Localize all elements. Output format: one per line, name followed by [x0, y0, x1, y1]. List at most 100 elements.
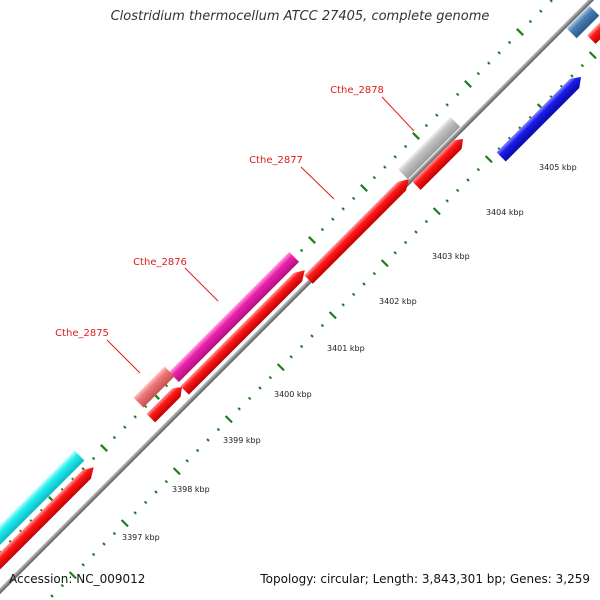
reverse-tick: [432, 207, 441, 216]
reverse-tick: [380, 259, 389, 268]
forward-tick: [464, 80, 472, 88]
feature-red-cthe-2877[interactable]: [304, 175, 413, 284]
gene-label-cthe-2875[interactable]: Cthe_2875: [55, 328, 109, 339]
reverse-tick: [424, 219, 429, 224]
forward-tick: [445, 103, 449, 107]
reverse-tick: [351, 292, 356, 297]
gene-label-cthe-2876[interactable]: Cthe_2876: [133, 257, 187, 268]
forward-tick: [81, 467, 85, 471]
forward-tick: [372, 175, 377, 180]
reverse-tick: [133, 511, 137, 515]
feature-cyan[interactable]: [0, 450, 85, 560]
feature-pink-cthe-2875[interactable]: [133, 366, 175, 408]
forward-tick: [455, 92, 460, 97]
forward-tick: [516, 28, 524, 36]
scale-labels: 3397 kbp 3398 kbp 3399 kbp 3400 kbp 3401…: [122, 163, 577, 542]
reverse-tick: [328, 311, 337, 320]
feature-red-bottom[interactable]: [0, 463, 98, 579]
reverse-tick: [237, 407, 241, 411]
forward-tick: [112, 435, 117, 440]
forward-tick: [91, 456, 96, 461]
tick-row-reverse: [50, 51, 597, 598]
genome-summary-text: Topology: circular; Length: 3,843,301 bp…: [260, 572, 590, 586]
reverse-tick: [68, 571, 77, 580]
forward-tick: [424, 123, 429, 128]
feature-steelblue[interactable]: [566, 5, 600, 39]
reverse-tick: [216, 427, 221, 432]
scale-label-3399: 3399 kbp: [223, 436, 261, 445]
reverse-tick: [50, 594, 54, 598]
reverse-tick: [403, 240, 408, 245]
reverse-tick: [341, 303, 345, 307]
feature-gray-cthe-2878[interactable]: [397, 116, 461, 180]
feature-magenta-cthe-2876[interactable]: [168, 251, 300, 383]
reverse-tick: [393, 251, 397, 255]
forward-tick: [100, 444, 108, 452]
reverse-tick: [289, 355, 293, 359]
feature-red-top[interactable]: [587, 19, 600, 44]
reverse-tick: [185, 459, 189, 463]
reverse-tick: [164, 479, 169, 484]
reverse-tick: [466, 178, 470, 182]
gene-label-cthe-2877[interactable]: Cthe_2877: [249, 155, 303, 166]
gene-labels: Cthe_2878 Cthe_2877 Cthe_2876 Cthe_2875: [55, 85, 384, 339]
reverse-tick: [247, 396, 252, 401]
forward-tick: [539, 9, 543, 13]
reverse-tick: [60, 583, 65, 588]
reverse-tick: [143, 500, 148, 505]
forward-tick: [360, 184, 368, 192]
reverse-tick: [102, 542, 106, 546]
scale-label-3404: 3404 kbp: [486, 208, 524, 217]
leader-cthe-2877: [300, 166, 335, 200]
reverse-tick: [120, 519, 129, 528]
feature-blue[interactable]: [496, 72, 586, 162]
forward-tick: [308, 236, 316, 244]
forward-tick: [549, 0, 553, 3]
gene-label-leaders: [106, 96, 415, 374]
reverse-tick: [81, 563, 85, 567]
scale-label-3398: 3398 kbp: [172, 485, 210, 494]
reverse-tick: [362, 282, 366, 286]
forward-tick: [393, 155, 397, 159]
forward-tick: [383, 165, 387, 169]
forward-tick: [412, 132, 420, 140]
forward-tick: [528, 19, 533, 24]
feature-red-cthe-2875[interactable]: [146, 383, 187, 423]
forward-tick: [487, 61, 491, 65]
leader-cthe-2876: [184, 267, 219, 302]
reverse-tick: [580, 63, 585, 68]
map-title: Clostridium thermocellum ATCC 27405, com…: [110, 9, 490, 24]
reverse-tick: [172, 467, 181, 476]
reverse-tick: [195, 448, 200, 453]
forward-tick: [403, 144, 408, 149]
accession-text: Accession: NC_009012: [9, 572, 146, 586]
reverse-tick: [476, 167, 481, 172]
feature-red-cthe-2878[interactable]: [412, 135, 467, 190]
forward-tick: [341, 207, 345, 211]
gene-label-cthe-2878[interactable]: Cthe_2878: [330, 85, 384, 96]
leader-cthe-2878: [381, 96, 415, 132]
scale-label-3401: 3401 kbp: [327, 344, 365, 353]
forward-tick: [331, 217, 335, 221]
forward-tick: [476, 71, 481, 76]
scale-label-3403: 3403 kbp: [432, 252, 470, 261]
scale-label-3397: 3397 kbp: [122, 533, 160, 542]
reverse-tick: [320, 323, 325, 328]
reverse-tick: [206, 438, 210, 442]
reverse-tick: [570, 74, 574, 78]
forward-tick: [123, 425, 127, 429]
reverse-tick: [455, 188, 460, 193]
reverse-tick: [224, 415, 233, 424]
reverse-tick: [112, 531, 117, 536]
scale-label-3405: 3405 kbp: [539, 163, 577, 172]
reverse-tick: [276, 363, 285, 372]
scale-label-3402: 3402 kbp: [379, 297, 417, 306]
forward-tick: [435, 113, 439, 117]
forward-tick: [320, 227, 325, 232]
reverse-tick: [91, 552, 96, 557]
feature-red-cthe-2876[interactable]: [180, 266, 309, 395]
reverse-tick: [588, 51, 597, 60]
